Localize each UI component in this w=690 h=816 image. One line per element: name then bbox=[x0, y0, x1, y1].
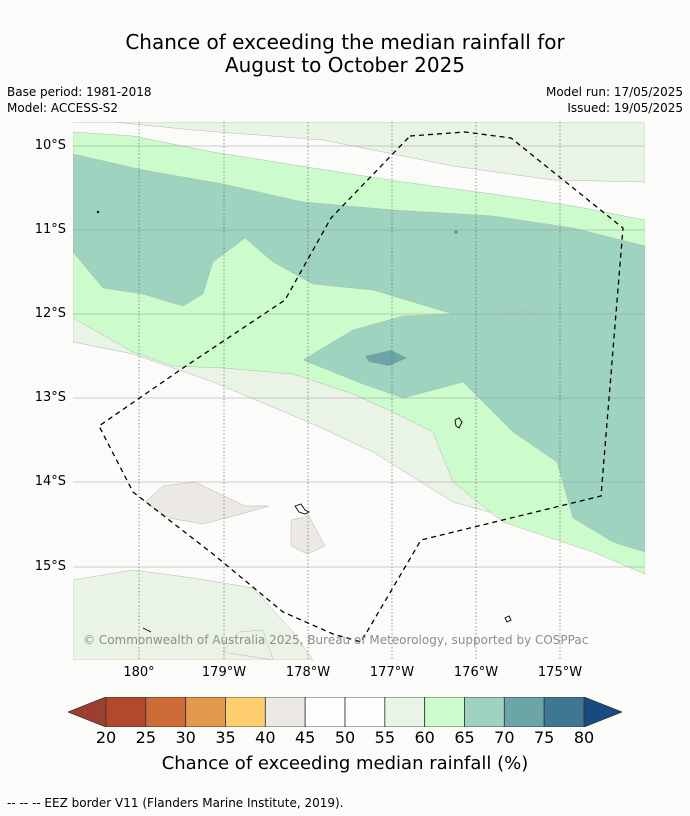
colorbar-tick: 65 bbox=[454, 728, 475, 747]
colorbar-tick: 30 bbox=[175, 728, 196, 747]
longitude-label: 180° bbox=[123, 665, 155, 680]
latitude-label: 11°S bbox=[34, 222, 66, 237]
latitude-label: 14°S bbox=[34, 474, 66, 489]
eez-border bbox=[98, 131, 624, 643]
model-run: Model run: 17/05/2025 bbox=[545, 85, 683, 99]
colorbar-cell bbox=[503, 697, 545, 727]
colorbar bbox=[68, 697, 622, 727]
longitude-label: 178°W bbox=[285, 665, 331, 680]
colorbar-tick: 60 bbox=[414, 728, 435, 747]
colorbar-label: Chance of exceeding median rainfall (%) bbox=[161, 753, 529, 774]
colorbar-tick: 75 bbox=[533, 728, 555, 747]
colorbar-cell bbox=[424, 697, 465, 727]
contour-40-45 bbox=[144, 481, 326, 555]
map-panel[interactable] bbox=[73, 122, 645, 660]
colorbar-cell bbox=[464, 697, 505, 727]
model-name: Model: ACCESS-S2 bbox=[7, 101, 119, 115]
longitude-label: 179°W bbox=[201, 665, 247, 680]
contour-65-70 bbox=[73, 153, 645, 553]
base-period: Base period: 1981-2018 bbox=[7, 85, 152, 99]
longitude-label: 176°W bbox=[453, 665, 499, 680]
colorbar-cell bbox=[225, 697, 266, 727]
colorbar-tick: 50 bbox=[334, 728, 356, 747]
colorbar-cell bbox=[384, 697, 426, 727]
colorbar-cell bbox=[105, 697, 147, 727]
colorbar-tick: 45 bbox=[294, 728, 316, 747]
colorbar-tick: 55 bbox=[374, 728, 395, 747]
title-line-2: August to October 2025 bbox=[224, 53, 466, 77]
latitude-label: 15°S bbox=[34, 559, 66, 574]
colorbar-low-extend bbox=[68, 697, 107, 727]
eez-footnote: -- -- -- EEZ border V11 (Flanders Marine… bbox=[7, 796, 344, 810]
colorbar-cell bbox=[543, 697, 585, 727]
gridlines bbox=[73, 122, 645, 660]
colorbar-tick: 80 bbox=[573, 728, 595, 747]
colorbar-cells bbox=[105, 697, 585, 727]
colorbar-tick: 35 bbox=[215, 728, 236, 747]
colorbar-tick: 40 bbox=[255, 728, 276, 747]
meta-right: Model run: 17/05/2025 Issued: 19/05/2025 bbox=[546, 84, 683, 116]
contour-55-60-south bbox=[73, 569, 314, 660]
colorbar-cell bbox=[145, 697, 187, 727]
colorbar-high-extend bbox=[583, 697, 622, 727]
chart-title: Chance of exceeding the median rainfall … bbox=[0, 31, 690, 77]
colorbar-tick: 20 bbox=[95, 728, 117, 747]
colorbar-tick: 70 bbox=[494, 728, 515, 747]
latitude-label: 12°S bbox=[34, 306, 66, 321]
latitude-label: 13°S bbox=[34, 390, 66, 405]
copyright-note: © Commonwealth of Australia 2025, Bureau… bbox=[83, 633, 589, 647]
longitude-label: 175°W bbox=[537, 665, 583, 680]
latitude-label: 10°S bbox=[34, 138, 66, 153]
colorbar-cell bbox=[185, 697, 226, 727]
colorbar-cell bbox=[264, 697, 306, 727]
title-line-1: Chance of exceeding the median rainfall … bbox=[125, 30, 565, 54]
rainfall-map bbox=[73, 122, 645, 660]
colorbar-cell bbox=[304, 697, 346, 727]
issued-date: Issued: 19/05/2025 bbox=[567, 101, 683, 115]
colorbar-cell bbox=[344, 697, 386, 727]
islands bbox=[96, 210, 512, 633]
meta-left: Base period: 1981-2018 Model: ACCESS-S2 bbox=[7, 84, 152, 116]
contour-70-75 bbox=[364, 349, 408, 367]
longitude-label: 177°W bbox=[369, 665, 415, 680]
colorbar-tick: 25 bbox=[135, 728, 156, 747]
